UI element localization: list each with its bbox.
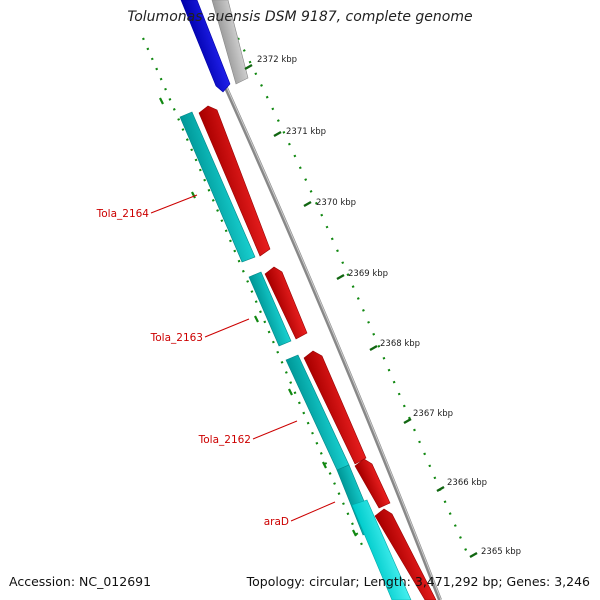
red-cds-arrow (354, 458, 391, 509)
tick-label: 2367 kbp (413, 409, 453, 419)
red-cds-arrow (303, 350, 367, 465)
red-cds-arrow (264, 266, 308, 340)
tick-label: 2370 kbp (316, 198, 356, 208)
gene-label-tola-2164[interactable]: Tola_2164 (96, 208, 150, 220)
gene-labels: Tola_2164 Tola_2163 Tola_2162 araD (96, 208, 289, 528)
accession-text: Accession: NC_012691 (9, 574, 152, 589)
kbp-ticks (244, 63, 478, 559)
cyan-cds-arrow (351, 499, 412, 600)
tick-label: 2371 kbp (286, 127, 326, 137)
gene-label-arad[interactable]: araD (264, 516, 289, 528)
cyan-cds-arrow (248, 271, 292, 347)
map-title: Tolumonas auensis DSM 9187, complete gen… (127, 9, 473, 25)
kbp-tick-labels: 2372 kbp 2371 kbp 2370 kbp 2369 kbp 2368… (257, 55, 521, 557)
gene-label-tola-2162[interactable]: Tola_2162 (198, 434, 251, 446)
genome-stats-text: Topology: circular; Length: 3,471,292 bp… (246, 574, 590, 589)
gene-label-tola-2163[interactable]: Tola_2163 (150, 332, 203, 344)
inner-ring-marks (159, 97, 357, 537)
gray-feature (211, 0, 249, 85)
tick-label: 2369 kbp (348, 269, 388, 279)
red-cds-arrow (374, 508, 437, 600)
tick-label: 2368 kbp (380, 339, 420, 349)
tick-label: 2372 kbp (257, 55, 297, 65)
red-cds-arrow (198, 105, 271, 257)
inner-dotted-ring (141, 37, 364, 546)
tick-label: 2365 kbp (481, 547, 521, 557)
cyan-cds-arrow (179, 111, 256, 263)
blue-cds-arrow (180, 0, 231, 93)
tick-label: 2366 kbp (447, 478, 487, 488)
gene-leader-lines (150, 194, 336, 522)
